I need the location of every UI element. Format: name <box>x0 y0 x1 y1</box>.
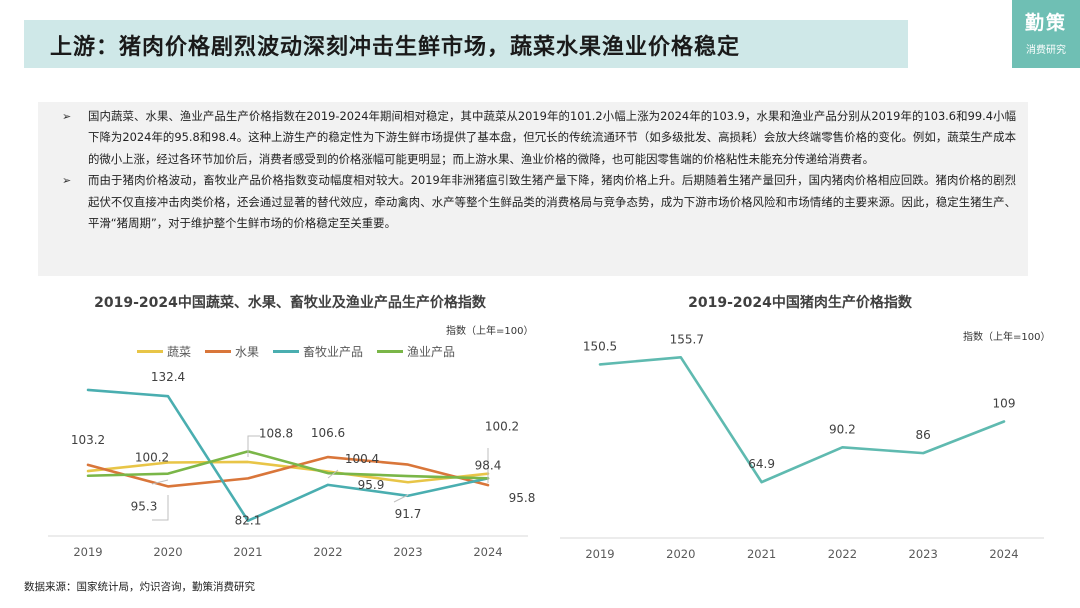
data-label: 95.9 <box>358 478 385 492</box>
brand-logo-name: 勤策 <box>1024 12 1067 34</box>
legend-label: 水果 <box>235 345 260 359</box>
series-line-畜牧业产品 <box>86 388 490 523</box>
series-line-渔业产品 <box>86 450 490 480</box>
summary-paragraph: ➢ 而由于猪肉价格波动，畜牧业产品价格指数变动幅度相对较大。2019年非洲猪瘟引… <box>62 170 1016 234</box>
data-label: 100.4 <box>345 452 379 466</box>
summary-box: ➢ 国内蔬菜、水果、渔业产品生产价格指数在2019-2024年期间相对稳定，其中… <box>38 102 1028 276</box>
legend-swatch <box>377 350 404 353</box>
arrow-bullet-icon: ➢ <box>62 110 72 123</box>
page-title: 上游：猪肉价格剧烈波动深刻冲击生鲜市场，蔬菜水果渔业价格稳定 <box>50 35 741 60</box>
legend-label: 畜牧业产品 <box>303 345 364 359</box>
chart-right: 2019 2020 2021 2022 2023 2024 150.5 155.7 64.9 90… <box>560 332 1044 561</box>
x-tick-label: 2023 <box>909 547 938 561</box>
legend-swatch <box>205 350 232 353</box>
legend-label: 渔业产品 <box>407 345 456 359</box>
data-label: 98.4 <box>475 458 502 472</box>
data-label: 82.1 <box>235 514 262 528</box>
x-tick-label: 2024 <box>473 545 502 559</box>
data-label: 86 <box>916 428 931 442</box>
series-line-猪肉 <box>598 355 1006 484</box>
legend-item: 蔬菜 <box>137 343 191 360</box>
x-tick-label: 2022 <box>828 547 857 561</box>
chart-left: 2019 2020 2021 2022 2023 2024 103.2 132.4 100.2 9… <box>48 370 535 559</box>
x-tick-label: 2023 <box>393 545 422 559</box>
summary-paragraph-text: 国内蔬菜、水果、渔业产品生产价格指数在2019-2024年期间相对稳定，其中蔬菜… <box>88 109 1016 166</box>
data-label: 109 <box>993 397 1016 411</box>
data-label: 106.6 <box>311 426 345 440</box>
data-label: 95.3 <box>131 499 158 513</box>
brand-logo: 勤策 消费研究 <box>1012 0 1080 68</box>
data-label: 91.7 <box>395 507 422 521</box>
data-label: 90.2 <box>829 422 856 436</box>
data-label: 103.2 <box>71 433 105 447</box>
label-leader-line <box>247 435 260 457</box>
x-tick-label: 2019 <box>73 545 102 559</box>
chart-legend-left: 蔬菜 水果 畜牧业产品 渔业产品 <box>137 343 455 360</box>
legend-swatch <box>273 350 300 353</box>
x-tick-label: 2022 <box>313 545 342 559</box>
label-leader-line <box>327 469 339 479</box>
legend-swatch <box>137 350 163 353</box>
data-label: 108.8 <box>259 426 293 440</box>
label-leader-line <box>151 479 169 485</box>
x-tick-label: 2021 <box>233 545 262 559</box>
data-label: 100.2 <box>485 420 519 434</box>
x-tick-label: 2020 <box>666 547 695 561</box>
x-tick-label: 2021 <box>747 547 776 561</box>
x-tick-label: 2020 <box>153 545 182 559</box>
title-bar: 上游：猪肉价格剧烈波动深刻冲击生鲜市场，蔬菜水果渔业价格稳定 <box>24 20 908 68</box>
data-label: 132.4 <box>151 370 185 384</box>
x-tick-label: 2019 <box>585 547 614 561</box>
brand-logo-subtitle: 消费研究 <box>1026 45 1066 56</box>
legend-item: 畜牧业产品 <box>273 343 363 360</box>
arrow-bullet-icon: ➢ <box>62 174 72 188</box>
legend-item: 水果 <box>205 343 259 360</box>
data-source-note: 数据来源：国家统计局，灼识咨询，勤策消费研究 <box>24 581 255 593</box>
data-label: 64.9 <box>748 457 775 471</box>
label-leader-line <box>152 495 169 521</box>
data-label: 155.7 <box>670 332 704 346</box>
data-label: 150.5 <box>583 339 617 353</box>
data-label: 100.2 <box>135 451 169 465</box>
chart-unit-left: 指数（上年=100） <box>446 326 534 337</box>
legend-item: 渔业产品 <box>377 343 455 360</box>
legend-label: 蔬菜 <box>167 345 192 359</box>
summary-paragraph-text: 而由于猪肉价格波动，畜牧业产品价格指数变动幅度相对较大。2019年非洲猪瘟引致生… <box>88 173 1016 231</box>
series-line-蔬菜 <box>86 460 490 484</box>
summary-paragraph: ➢ 国内蔬菜、水果、渔业产品生产价格指数在2019-2024年期间相对稳定，其中… <box>62 106 1016 170</box>
data-label: 95.8 <box>509 491 536 505</box>
label-leader-line <box>393 494 409 503</box>
chart-title-left: 2019-2024中国蔬菜、水果、畜牧业及渔业产品生产价格指数 <box>94 295 486 311</box>
x-tick-label: 2024 <box>989 547 1018 561</box>
chart-title-right: 2019-2024中国猪肉生产价格指数 <box>688 295 912 311</box>
chart-unit-right: 指数（上年=100） <box>963 332 1051 343</box>
